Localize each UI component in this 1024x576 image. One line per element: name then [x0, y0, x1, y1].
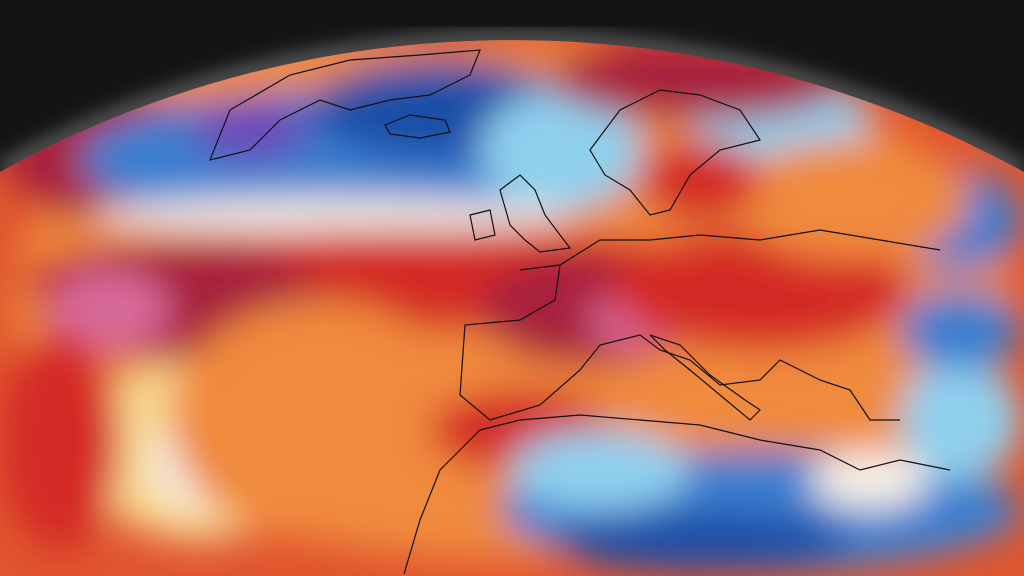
- temperature-region-white: [90, 197, 570, 233]
- temperature-region-white: [810, 450, 930, 510]
- italy-coast: [649, 334, 761, 421]
- temperature-region-red: [610, 230, 910, 350]
- europe-coast: [459, 229, 941, 421]
- iceland-coast: [384, 114, 451, 139]
- temperature-region-orange: [730, 140, 970, 260]
- temperature-field: [0, 40, 1024, 576]
- temperature-region-purple: [190, 100, 310, 160]
- scandinavia-coast: [589, 89, 761, 216]
- temperature-region-deep-blue: [550, 510, 850, 570]
- coastlines: [209, 49, 951, 575]
- temperature-region-red: [0, 330, 120, 550]
- british-isles-coast: [469, 174, 572, 253]
- temperature-region-red: [640, 140, 760, 220]
- temperature-region-light-blue: [900, 360, 1020, 480]
- temperature-region-orange: [170, 300, 470, 540]
- temperature-region-light-blue: [510, 430, 690, 510]
- temperature-region-light-blue: [480, 90, 640, 210]
- africa-coast: [403, 414, 951, 575]
- greenland-coast: [209, 49, 481, 161]
- temperature-region-blue: [900, 290, 1020, 370]
- temperature-region-pink: [50, 270, 170, 350]
